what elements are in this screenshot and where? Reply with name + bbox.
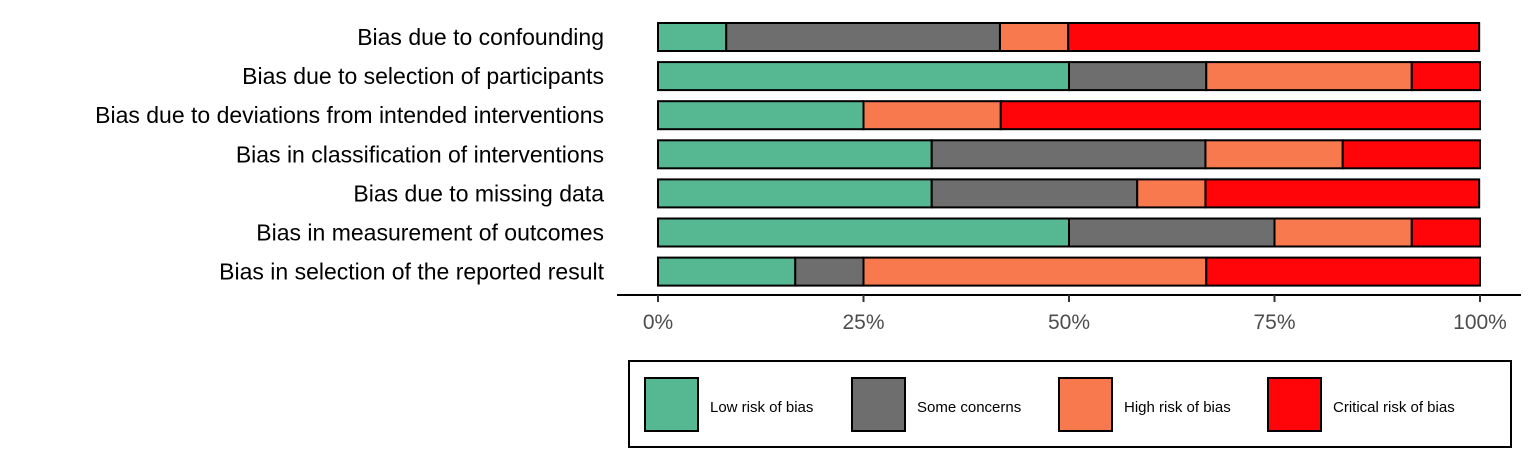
category-label: Bias due to missing data [353,180,604,206]
category-label: Bias in classification of interventions [236,141,604,167]
x-tick-label: 25% [842,311,884,334]
bar-segment [1341,139,1481,170]
legend: Low risk of bias Some concerns High risk o… [628,360,1512,448]
bar-segment [862,256,1208,287]
bar-segment [1410,217,1482,248]
legend-key [1058,377,1113,432]
bar-segment [1205,256,1482,287]
bar-segment [657,139,933,170]
bar-segment [657,217,1070,248]
category-label: Bias in measurement of outcomes [256,220,604,246]
bar-segment [794,256,865,287]
bar-segment [657,178,933,209]
bar-segment [1204,178,1481,209]
category-label: Bias due to confounding [357,24,604,50]
category-label: Bias in selection of the reported result [219,259,604,285]
bar-segment [657,100,865,131]
bar-segment [1067,22,1481,52]
bar-segment [657,256,797,287]
bar-segment [1068,61,1208,92]
bar-segment [1410,61,1482,92]
legend-key [644,377,699,432]
bar-segment [657,22,728,52]
bar-segment [1273,217,1413,248]
bar-segment [1068,217,1276,248]
bars-layer [657,22,1482,287]
bar-segment [725,22,1001,52]
x-tick-label: 75% [1253,311,1295,334]
category-label: Bias due to deviations from intended int… [95,102,604,128]
bar-segment [1205,61,1413,92]
x-tick-label: 50% [1048,311,1090,334]
legend-label: Some concerns [917,399,1021,416]
x-tick-label: 100% [1453,311,1507,334]
x-tick-label: 0% [643,311,673,334]
bar-segment [1136,178,1207,209]
legend-box [628,360,1512,448]
legend-label: High risk of bias [1124,399,1231,416]
legend-key [851,377,906,432]
legend-label: Low risk of bias [710,399,813,416]
bar-segment [862,100,1002,131]
bar-segment [1204,139,1344,170]
legend-key [1267,377,1322,432]
category-label: Bias due to selection of participants [242,63,604,89]
bar-segment [657,61,1070,92]
x-axis: 0% 25% 50% 75% 100% [617,294,1521,334]
legend-label: Critical risk of bias [1333,399,1455,416]
category-labels: Bias due to confounding Bias due to selec… [95,24,604,285]
bar-segment [930,139,1207,170]
bar-segment [999,100,1481,131]
bar-segment [930,178,1139,209]
bar-segment [998,22,1070,52]
